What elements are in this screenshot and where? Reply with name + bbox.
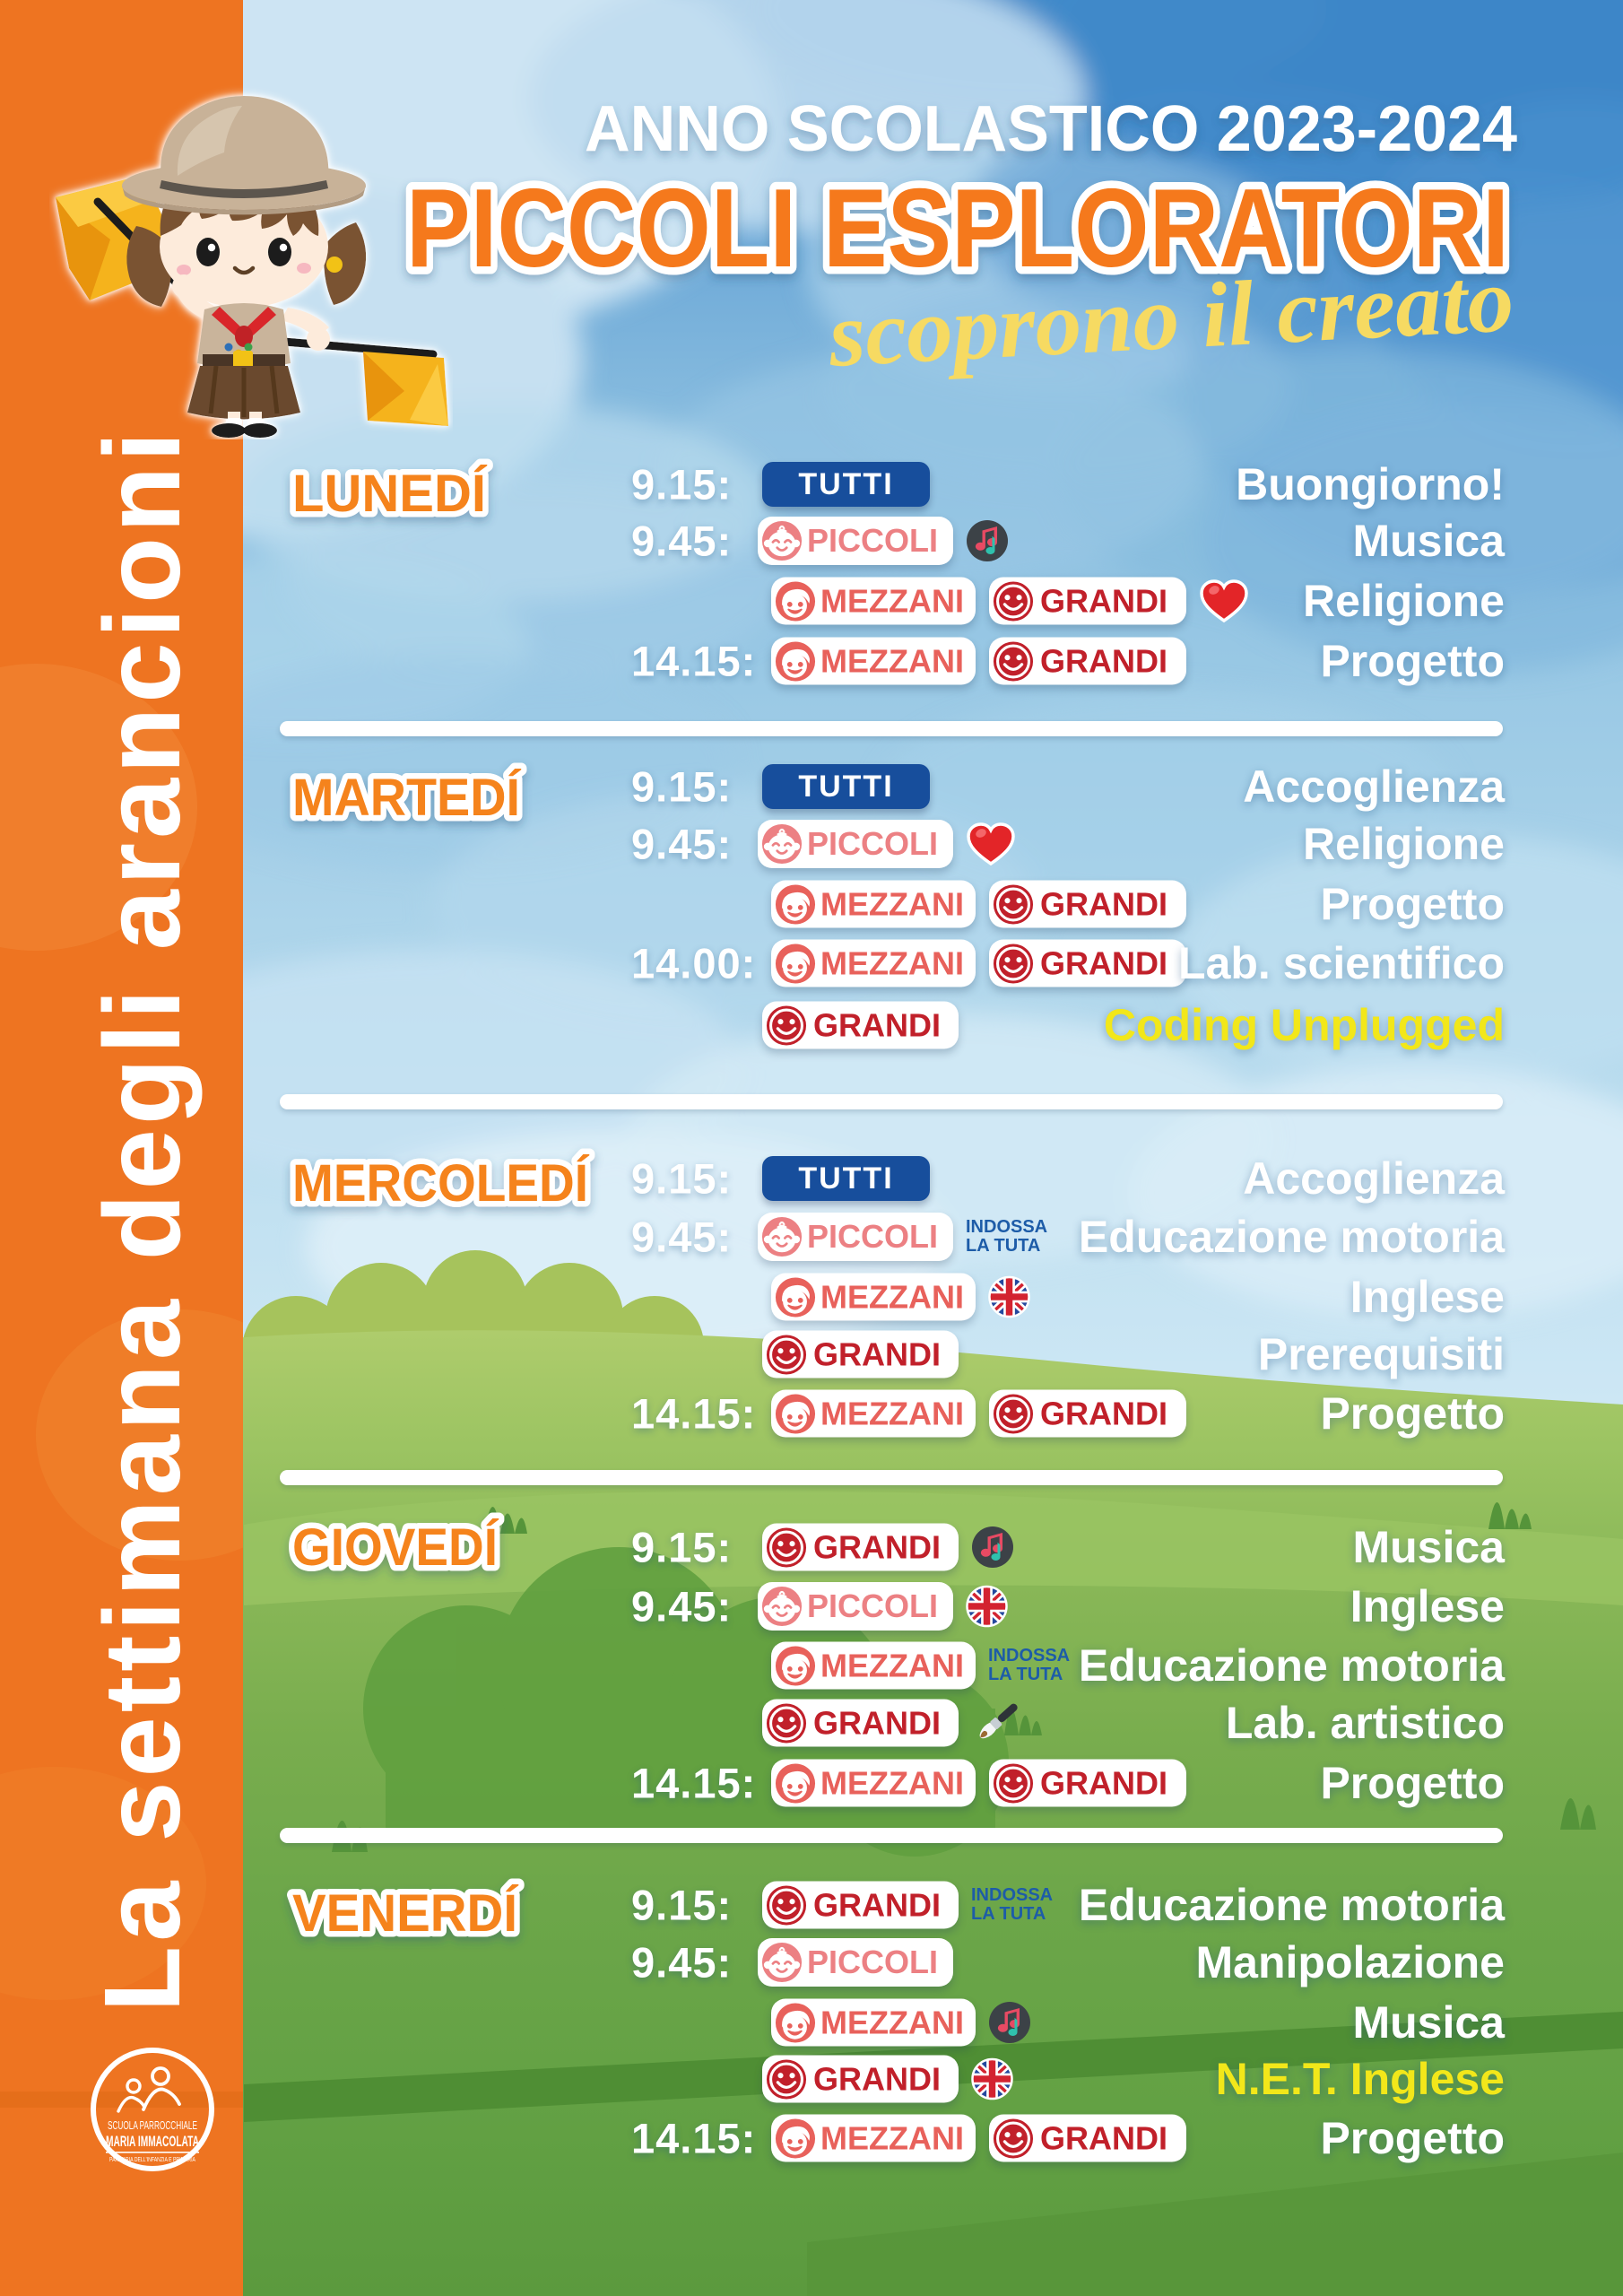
svg-text:LUNEDÍ: LUNEDÍ bbox=[292, 465, 488, 523]
svg-text:MARIA IMMACOLATA: MARIA IMMACOLATA bbox=[106, 2134, 199, 2150]
svg-text:ANNO SCOLASTICO 2023-2024: ANNO SCOLASTICO 2023-2024 bbox=[585, 93, 1517, 165]
svg-text:PARITARIA DELL'INFANZIA E PRIM: PARITARIA DELL'INFANZIA E PRIMARIA bbox=[109, 2155, 195, 2163]
svg-text:PICCOLI ESPLORATORI: PICCOLI ESPLORATORI bbox=[406, 167, 1509, 291]
svg-text:SCUOLA PARROCCHIALE: SCUOLA PARROCCHIALE bbox=[108, 2119, 197, 2132]
svg-text:MARTEDÍ: MARTEDÍ bbox=[292, 769, 522, 827]
svg-text:VENERDÍ: VENERDÍ bbox=[292, 1884, 519, 1943]
svg-text:GIOVEDÍ: GIOVEDÍ bbox=[292, 1518, 499, 1577]
svg-text:MERCOLEDÍ: MERCOLEDÍ bbox=[292, 1154, 590, 1213]
